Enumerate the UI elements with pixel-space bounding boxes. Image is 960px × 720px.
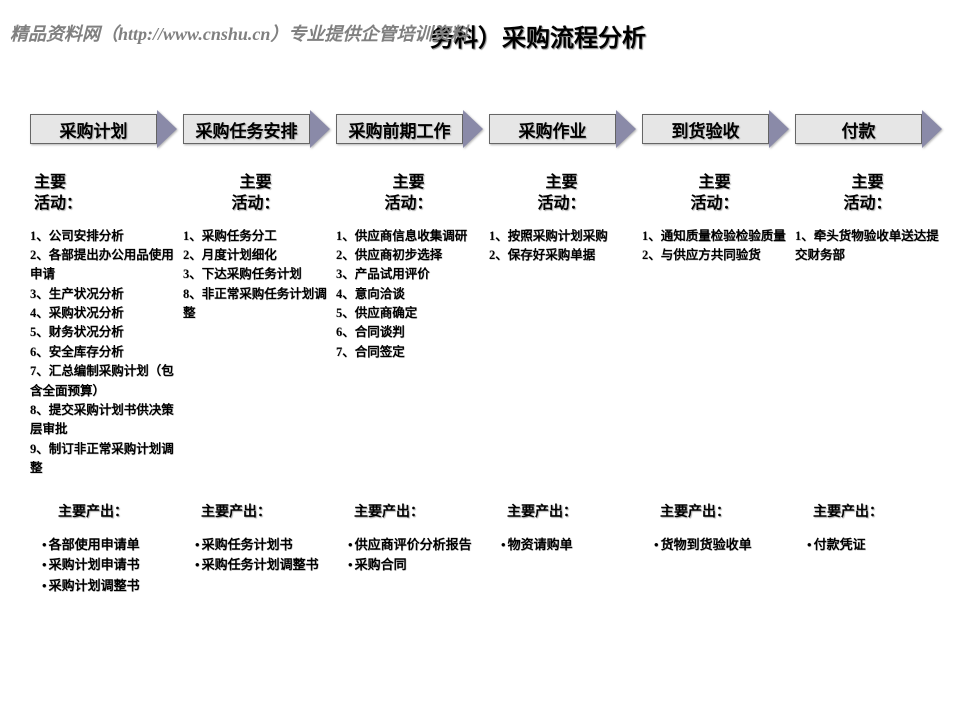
output-item: 各部使用申请单: [42, 535, 175, 556]
output-item: 付款凭证: [807, 535, 940, 556]
output-item: 供应商评价分析报告: [348, 535, 481, 556]
activity-item: 1、供应商信息收集调研: [336, 227, 481, 246]
activities-list: 1、通知质量检验检验质量2、与供应方共同验货: [642, 227, 787, 497]
process-column: 付款主要活动： 1、牵头货物验收单送达提交财务部主要产出： 付款凭证: [795, 110, 940, 597]
outputs-heading: 主要产出：: [30, 501, 175, 521]
activity-item: 8、提交采购计划书供决策层审批: [30, 401, 175, 440]
arrow-head-icon: [157, 110, 177, 148]
outputs-heading: 主要产出：: [795, 501, 940, 521]
arrow-head-icon: [922, 110, 942, 148]
phase-label: 采购任务安排: [183, 114, 310, 144]
activity-item: 2、与供应方共同验货: [642, 246, 787, 265]
activities-list: 1、供应商信息收集调研2、供应商初步选择3、产品试用评价4、意向洽谈5、供应商确…: [336, 227, 481, 497]
outputs-heading: 主要产出：: [642, 501, 787, 521]
activities-heading: 主要活动：: [642, 173, 787, 215]
activity-item: 1、牵头货物验收单送达提交财务部: [795, 227, 940, 266]
activities-list: 1、牵头货物验收单送达提交财务部: [795, 227, 940, 497]
activities-heading: 主要活动：: [30, 173, 175, 215]
watermark-text: 精品资料网（http://www.cnshu.cn）专业提供企管培训资料: [10, 20, 468, 46]
activities-list: 1、采购任务分工2、月度计划细化3、下达采购任务计划8、非正常采购任务计划调整: [183, 227, 328, 497]
outputs-list: 物资请购单: [489, 535, 634, 556]
arrow-head-icon: [463, 110, 483, 148]
output-item: 货物到货验收单: [654, 535, 787, 556]
activity-item: 5、供应商确定: [336, 304, 481, 323]
activity-item: 2、各部提出办公用品使用申请: [30, 246, 175, 285]
activity-item: 2、供应商初步选择: [336, 246, 481, 265]
activity-item: 3、生产状况分析: [30, 285, 175, 304]
arrow-head-icon: [310, 110, 330, 148]
phase-arrow: 到货验收: [642, 110, 787, 148]
process-column: 采购前期工作主要活动： 1、供应商信息收集调研2、供应商初步选择3、产品试用评价4…: [336, 110, 481, 597]
activities-list: 1、按照采购计划采购2、保存好采购单据: [489, 227, 634, 497]
output-item: 采购任务计划书: [195, 535, 328, 556]
activity-item: 6、安全库存分析: [30, 343, 175, 362]
phase-arrow: 采购前期工作: [336, 110, 481, 148]
activity-item: 2、保存好采购单据: [489, 246, 634, 265]
activity-item: 1、按照采购计划采购: [489, 227, 634, 246]
activities-heading: 主要活动：: [336, 173, 481, 215]
outputs-heading: 主要产出：: [183, 501, 328, 521]
output-item: 采购计划调整书: [42, 576, 175, 597]
output-item: 采购合同: [348, 555, 481, 576]
activity-item: 1、公司安排分析: [30, 227, 175, 246]
phase-arrow: 采购计划: [30, 110, 175, 148]
outputs-list: 各部使用申请单采购计划申请书采购计划调整书: [30, 535, 175, 597]
phase-label: 采购前期工作: [336, 114, 463, 144]
arrow-head-icon: [769, 110, 789, 148]
activity-item: 5、财务状况分析: [30, 323, 175, 342]
phase-label: 采购作业: [489, 114, 616, 144]
activity-item: 4、采购状况分析: [30, 304, 175, 323]
activity-item: 6、合同谈判: [336, 323, 481, 342]
activity-item: 3、下达采购任务计划: [183, 265, 328, 284]
process-column: 采购作业主要活动：1、按照采购计划采购2、保存好采购单据主要产出：物资请购单: [489, 110, 634, 597]
activity-item: 2、月度计划细化: [183, 246, 328, 265]
outputs-heading: 主要产出：: [336, 501, 481, 521]
process-columns: 采购计划主要活动：1、公司安排分析2、各部提出办公用品使用申请3、生产状况分析4…: [30, 110, 940, 597]
activity-item: 1、通知质量检验检验质量: [642, 227, 787, 246]
activities-heading: 主要活动：: [183, 173, 328, 215]
process-column: 采购计划主要活动： 1、公司安排分析2、各部提出办公用品使用申请3、生产状况分析4…: [30, 110, 175, 597]
activities-heading: 主要活动：: [489, 173, 634, 215]
phase-label: 付款: [795, 114, 922, 144]
process-column: 到货验收主要活动：1、通知质量检验检验质量2、与供应方共同验货主要产出：货物到货…: [642, 110, 787, 597]
activity-item: 7、汇总编制采购计划（包含全面预算）: [30, 362, 175, 401]
process-column: 采购任务安排主要活动： 1、采购任务分工2、月度计划细化3、下达采购任务计划8、非…: [183, 110, 328, 597]
activities-heading: 主要活动：: [795, 173, 940, 215]
phase-label: 采购计划: [30, 114, 157, 144]
output-item: 采购任务计划调整书: [195, 555, 328, 576]
activity-item: 8、非正常采购任务计划调整: [183, 285, 328, 324]
outputs-list: 供应商评价分析报告采购合同: [336, 535, 481, 577]
output-item: 物资请购单: [501, 535, 634, 556]
outputs-list: 付款凭证: [795, 535, 940, 556]
phase-arrow: 采购作业: [489, 110, 634, 148]
phase-arrow: 采购任务安排: [183, 110, 328, 148]
output-item: 采购计划申请书: [42, 555, 175, 576]
outputs-list: 采购任务计划书采购任务计划调整书: [183, 535, 328, 577]
activity-item: 3、产品试用评价: [336, 265, 481, 284]
activity-item: 4、意向洽谈: [336, 285, 481, 304]
phase-arrow: 付款: [795, 110, 940, 148]
activity-item: 9、制订非正常采购计划调整: [30, 440, 175, 479]
phase-label: 到货验收: [642, 114, 769, 144]
activities-list: 1、公司安排分析2、各部提出办公用品使用申请3、生产状况分析4、采购状况分析5、…: [30, 227, 175, 497]
activity-item: 7、合同签定: [336, 343, 481, 362]
activity-item: 1、采购任务分工: [183, 227, 328, 246]
arrow-head-icon: [616, 110, 636, 148]
outputs-list: 货物到货验收单: [642, 535, 787, 556]
outputs-heading: 主要产出：: [489, 501, 634, 521]
